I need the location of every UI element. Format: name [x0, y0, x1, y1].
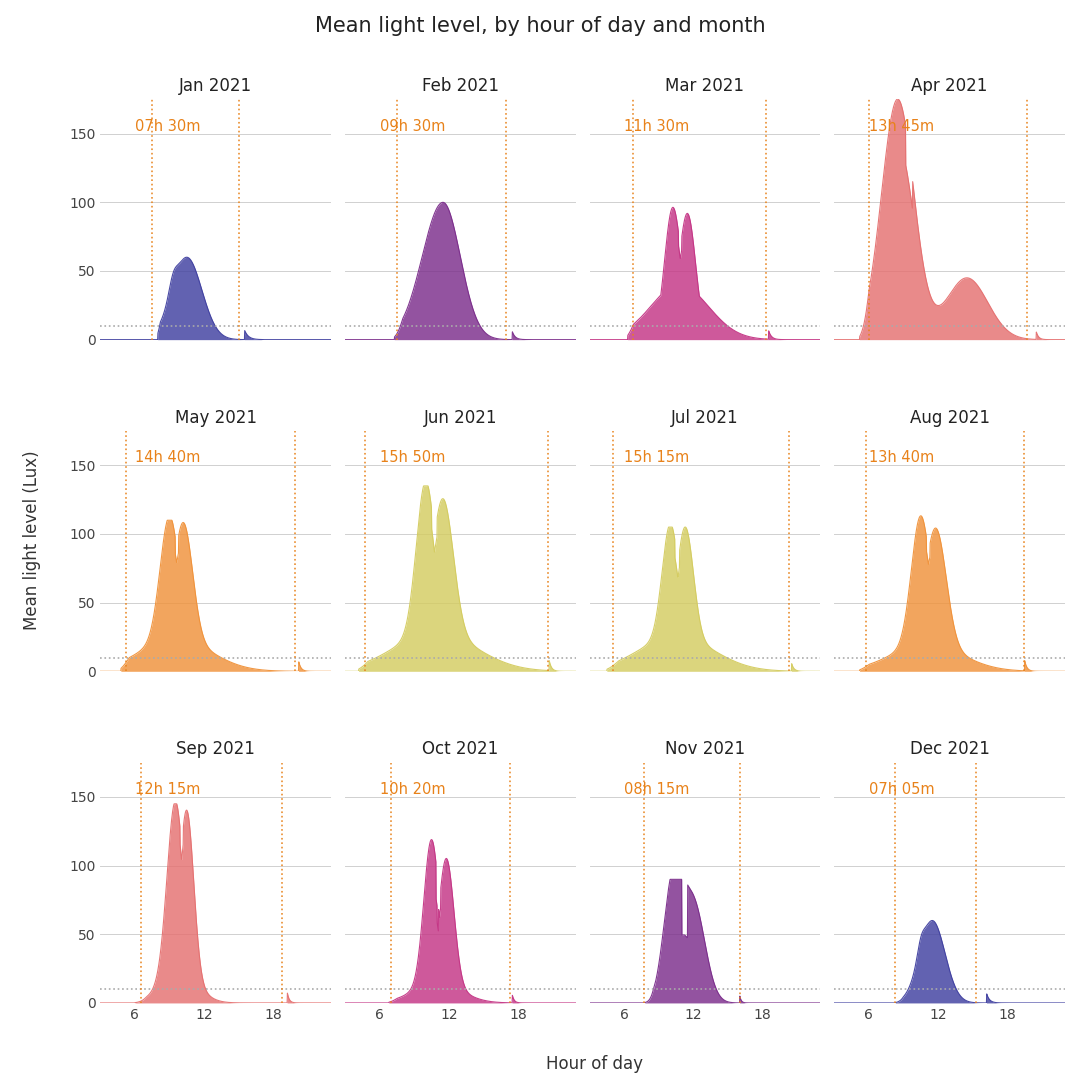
- Text: 13h 45m: 13h 45m: [868, 119, 934, 134]
- Text: 07h 05m: 07h 05m: [868, 782, 934, 797]
- Text: Mean light level, by hour of day and month: Mean light level, by hour of day and mon…: [314, 16, 766, 37]
- Title: Aug 2021: Aug 2021: [909, 408, 989, 427]
- Title: May 2021: May 2021: [175, 408, 257, 427]
- Text: 13h 40m: 13h 40m: [868, 450, 934, 465]
- Title: Jul 2021: Jul 2021: [671, 408, 739, 427]
- Text: 08h 15m: 08h 15m: [624, 782, 689, 797]
- Title: Dec 2021: Dec 2021: [909, 740, 989, 758]
- Title: Apr 2021: Apr 2021: [912, 77, 988, 95]
- Text: 12h 15m: 12h 15m: [135, 782, 200, 797]
- Text: 15h 15m: 15h 15m: [624, 450, 689, 465]
- Title: Nov 2021: Nov 2021: [665, 740, 745, 758]
- Text: 10h 20m: 10h 20m: [379, 782, 445, 797]
- Text: 11h 30m: 11h 30m: [624, 119, 689, 134]
- Text: Hour of day: Hour of day: [545, 1055, 643, 1072]
- Text: 15h 50m: 15h 50m: [379, 450, 445, 465]
- Text: Mean light level (Lux): Mean light level (Lux): [24, 450, 41, 630]
- Title: Oct 2021: Oct 2021: [422, 740, 498, 758]
- Title: Mar 2021: Mar 2021: [665, 77, 744, 95]
- Text: 14h 40m: 14h 40m: [135, 450, 200, 465]
- Title: Sep 2021: Sep 2021: [176, 740, 255, 758]
- Title: Feb 2021: Feb 2021: [422, 77, 499, 95]
- Title: Jun 2021: Jun 2021: [423, 408, 497, 427]
- Text: 07h 30m: 07h 30m: [135, 119, 201, 134]
- Text: 09h 30m: 09h 30m: [379, 119, 445, 134]
- Title: Jan 2021: Jan 2021: [179, 77, 253, 95]
